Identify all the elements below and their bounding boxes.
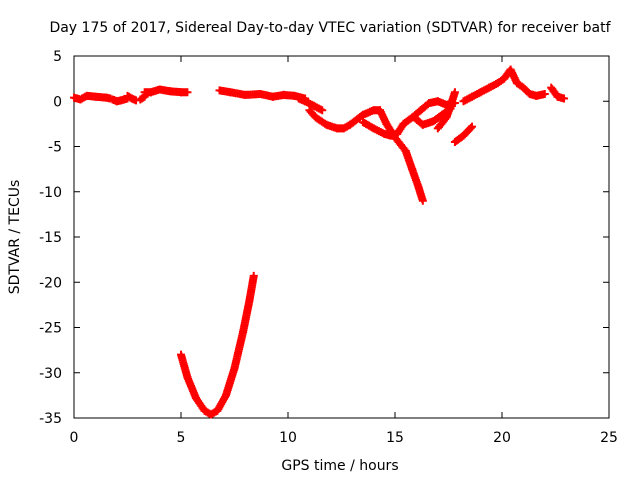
y-tick-label: -25: [39, 321, 62, 337]
y-tick-label: 0: [53, 94, 62, 110]
data-point: [560, 94, 569, 103]
x-tick-label: 25: [600, 430, 618, 446]
data-point: [183, 88, 192, 97]
data-points: [70, 65, 569, 419]
series-track-13: [459, 65, 549, 106]
series-track-11: [433, 88, 459, 133]
series-track-3: [123, 91, 141, 105]
x-tick-labels: 0 5 10 15 20 25: [70, 430, 618, 446]
series-track-4: [136, 92, 149, 104]
chart-title: Day 175 of 2017, Sidereal Day-to-day VTE…: [49, 20, 611, 36]
y-tick-labels: 5 0 -5 -10 -15 -20 -25 -30 -35: [39, 49, 62, 427]
x-tick-label: 0: [70, 430, 79, 446]
series-track-15: [177, 271, 258, 419]
data-point: [418, 196, 427, 205]
series-track-10: [410, 104, 455, 129]
x-axis-label: GPS time / hours: [281, 458, 398, 474]
y-tick-label: -5: [48, 140, 62, 156]
x-tick-label: 10: [279, 430, 297, 446]
y-tick-label: -30: [39, 366, 62, 382]
x-tick-label: 15: [386, 430, 404, 446]
series-track-6: [215, 86, 310, 103]
data-point: [249, 271, 258, 280]
series-track-12: [450, 122, 477, 146]
ticks: [73, 55, 610, 419]
y-tick-label: -35: [39, 411, 62, 427]
data-point: [450, 88, 459, 97]
y-tick-label: -15: [39, 230, 62, 246]
y-tick-label: 5: [53, 49, 62, 65]
series-track-8: [305, 106, 427, 205]
y-tick-label: -10: [39, 185, 62, 201]
data-point: [466, 123, 475, 132]
x-tick-label: 5: [177, 430, 186, 446]
y-tick-label: -20: [39, 275, 62, 291]
data-point: [318, 106, 327, 115]
data-point: [540, 90, 549, 99]
data-point: [468, 122, 477, 131]
series-track-7: [294, 94, 327, 115]
y-axis-label: SDTVAR / TECUs: [7, 180, 23, 295]
plot-frame: [73, 55, 610, 419]
series-track-1: [70, 91, 115, 104]
x-tick-label: 20: [493, 430, 511, 446]
series-track-5: [140, 85, 192, 97]
series-track-14: [547, 83, 569, 103]
